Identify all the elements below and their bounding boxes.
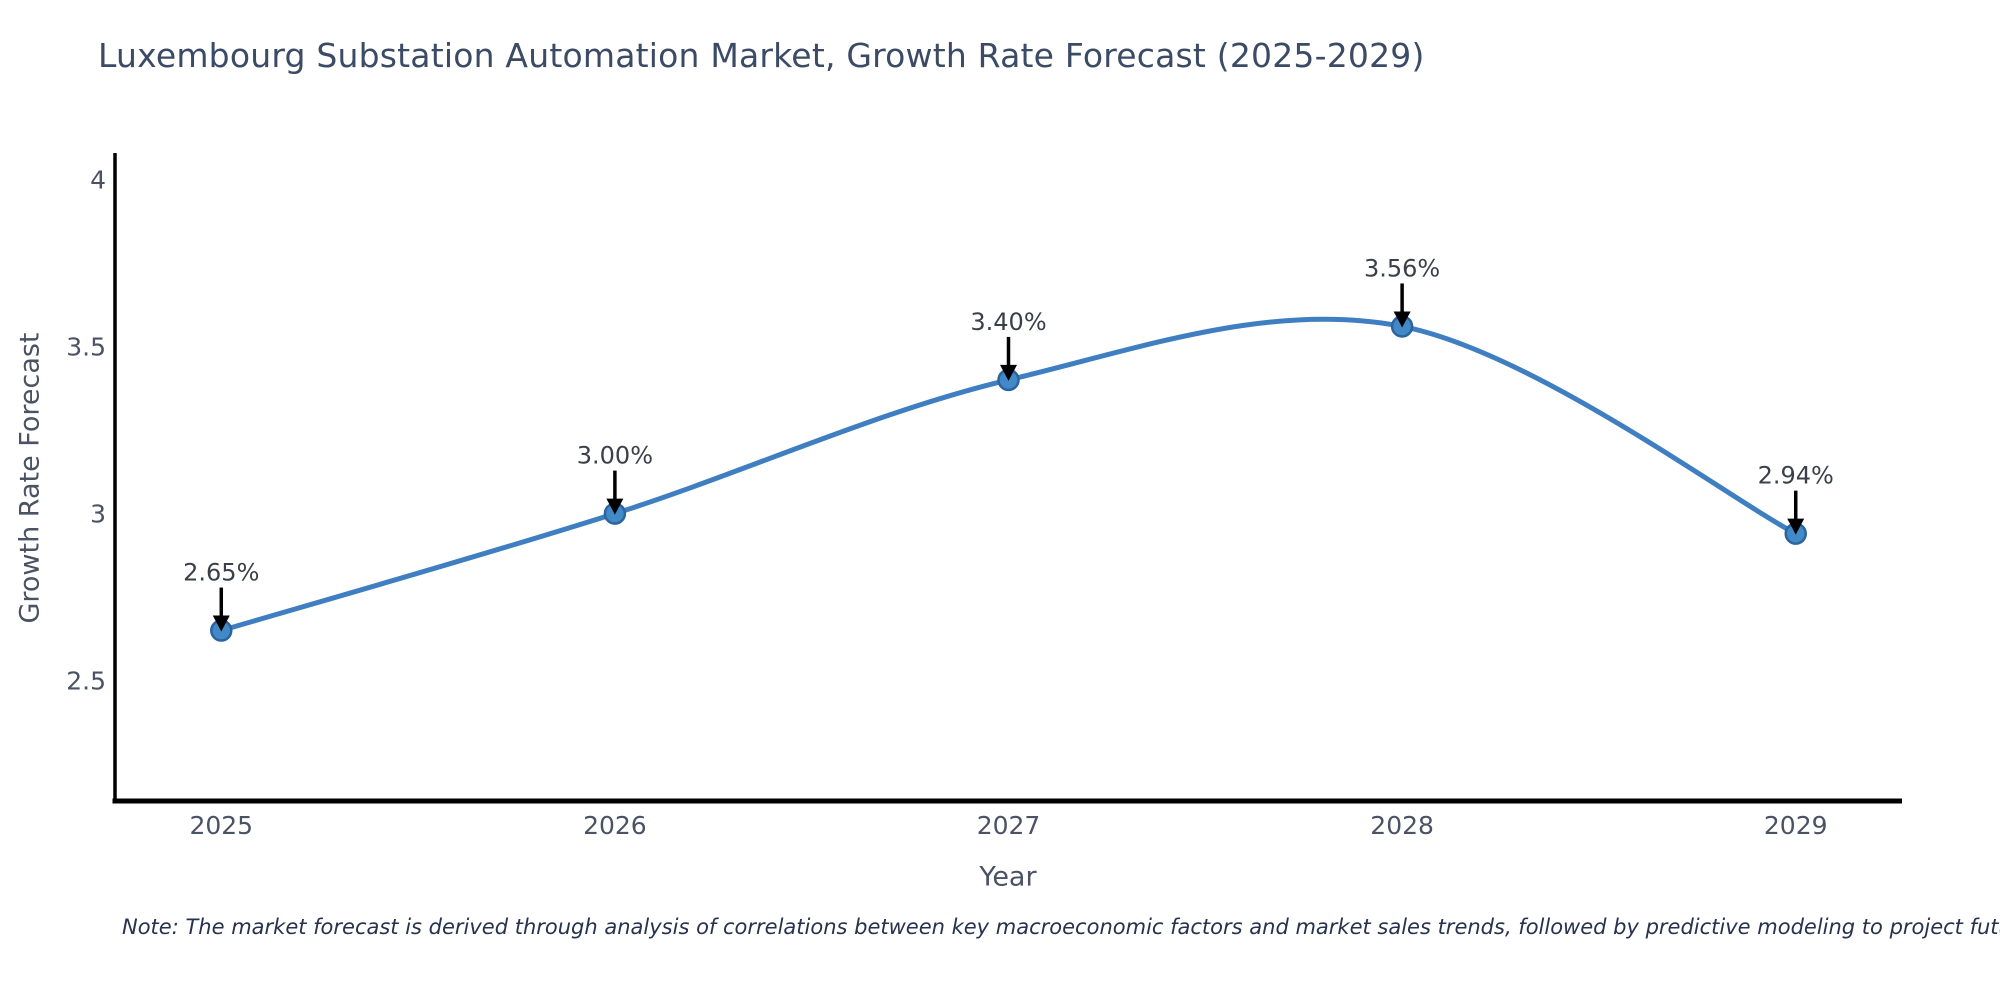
annotation-arrowhead (1000, 364, 1017, 381)
y-tick-label: 3 (90, 500, 106, 529)
footnote: Note: The market forecast is derived thr… (122, 915, 2000, 939)
annotation-arrowhead (212, 615, 230, 632)
x-tick-label: 2027 (977, 811, 1041, 840)
y-tick-label: 4 (90, 165, 106, 194)
x-tick-label: 2029 (1764, 811, 1828, 840)
y-tick-label: 3.5 (66, 332, 106, 361)
annotation-arrowhead (1393, 311, 1411, 328)
annotation-arrowhead (1787, 518, 1805, 535)
annotation-arrowhead (606, 498, 624, 515)
y-tick-label: 2.5 (66, 667, 106, 696)
x-axis-title: Year (979, 861, 1037, 893)
annotation-label: 3.00% (577, 442, 653, 470)
x-tick-label: 2025 (189, 811, 253, 840)
annotation-label: 3.56% (1364, 254, 1440, 282)
annotation-label: 3.40% (970, 308, 1046, 336)
x-tick-label: 2026 (583, 811, 647, 840)
chart-title: Luxembourg Substation Automation Market,… (98, 36, 1425, 75)
annotation-label: 2.65% (183, 559, 259, 587)
annotation-label: 2.94% (1758, 462, 1834, 490)
x-tick-label: 2028 (1370, 811, 1434, 840)
